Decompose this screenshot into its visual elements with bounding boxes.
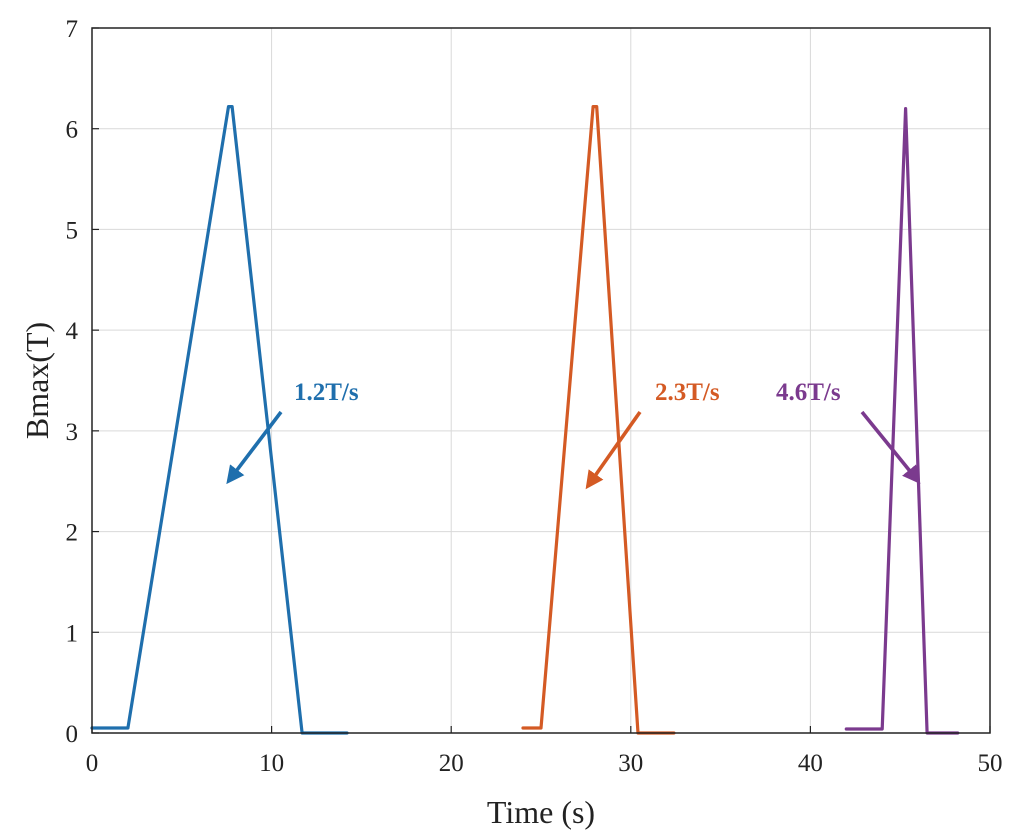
x-tick-label: 40 (798, 750, 823, 777)
x-tick-label: 10 (259, 750, 284, 777)
x-axis-label: Time (s) (487, 794, 595, 830)
annotation-arrow (226, 410, 283, 485)
y-tick-label: 5 (66, 217, 79, 244)
series-group (90, 104, 960, 735)
y-tick-label: 7 (66, 16, 79, 43)
annotation-label: 4.6T/s (776, 379, 841, 406)
y-tick-label: 1 (66, 620, 79, 647)
x-tick-label: 20 (439, 750, 464, 777)
series-line-1 (90, 104, 349, 735)
y-tick-label: 0 (66, 721, 79, 748)
y-tick-label: 3 (66, 419, 79, 446)
annotations: 1.2T/s 2.3T/s 4.6T/s (226, 379, 921, 490)
y-axis-label: Bmax(T) (19, 322, 55, 439)
annotation-arrow (860, 410, 921, 485)
x-tick-label: 0 (86, 750, 99, 777)
grid (91, 27, 991, 734)
annotation-label: 1.2T/s (294, 379, 359, 406)
x-tick-label: 50 (978, 750, 1003, 777)
annotation-arrow (585, 410, 642, 490)
series-line-3 (844, 106, 960, 735)
annotation-label: 2.3T/s (655, 379, 720, 406)
x-tick-label: 30 (618, 750, 643, 777)
tick-labels: 0 10 20 30 40 50 0 1 2 3 4 5 6 7 (66, 16, 1003, 777)
y-tick-label: 6 (66, 117, 79, 144)
plot-frame (91, 27, 991, 734)
series-line-2 (521, 104, 676, 735)
y-tick-label: 2 (66, 520, 79, 547)
y-tick-label: 4 (66, 318, 79, 345)
